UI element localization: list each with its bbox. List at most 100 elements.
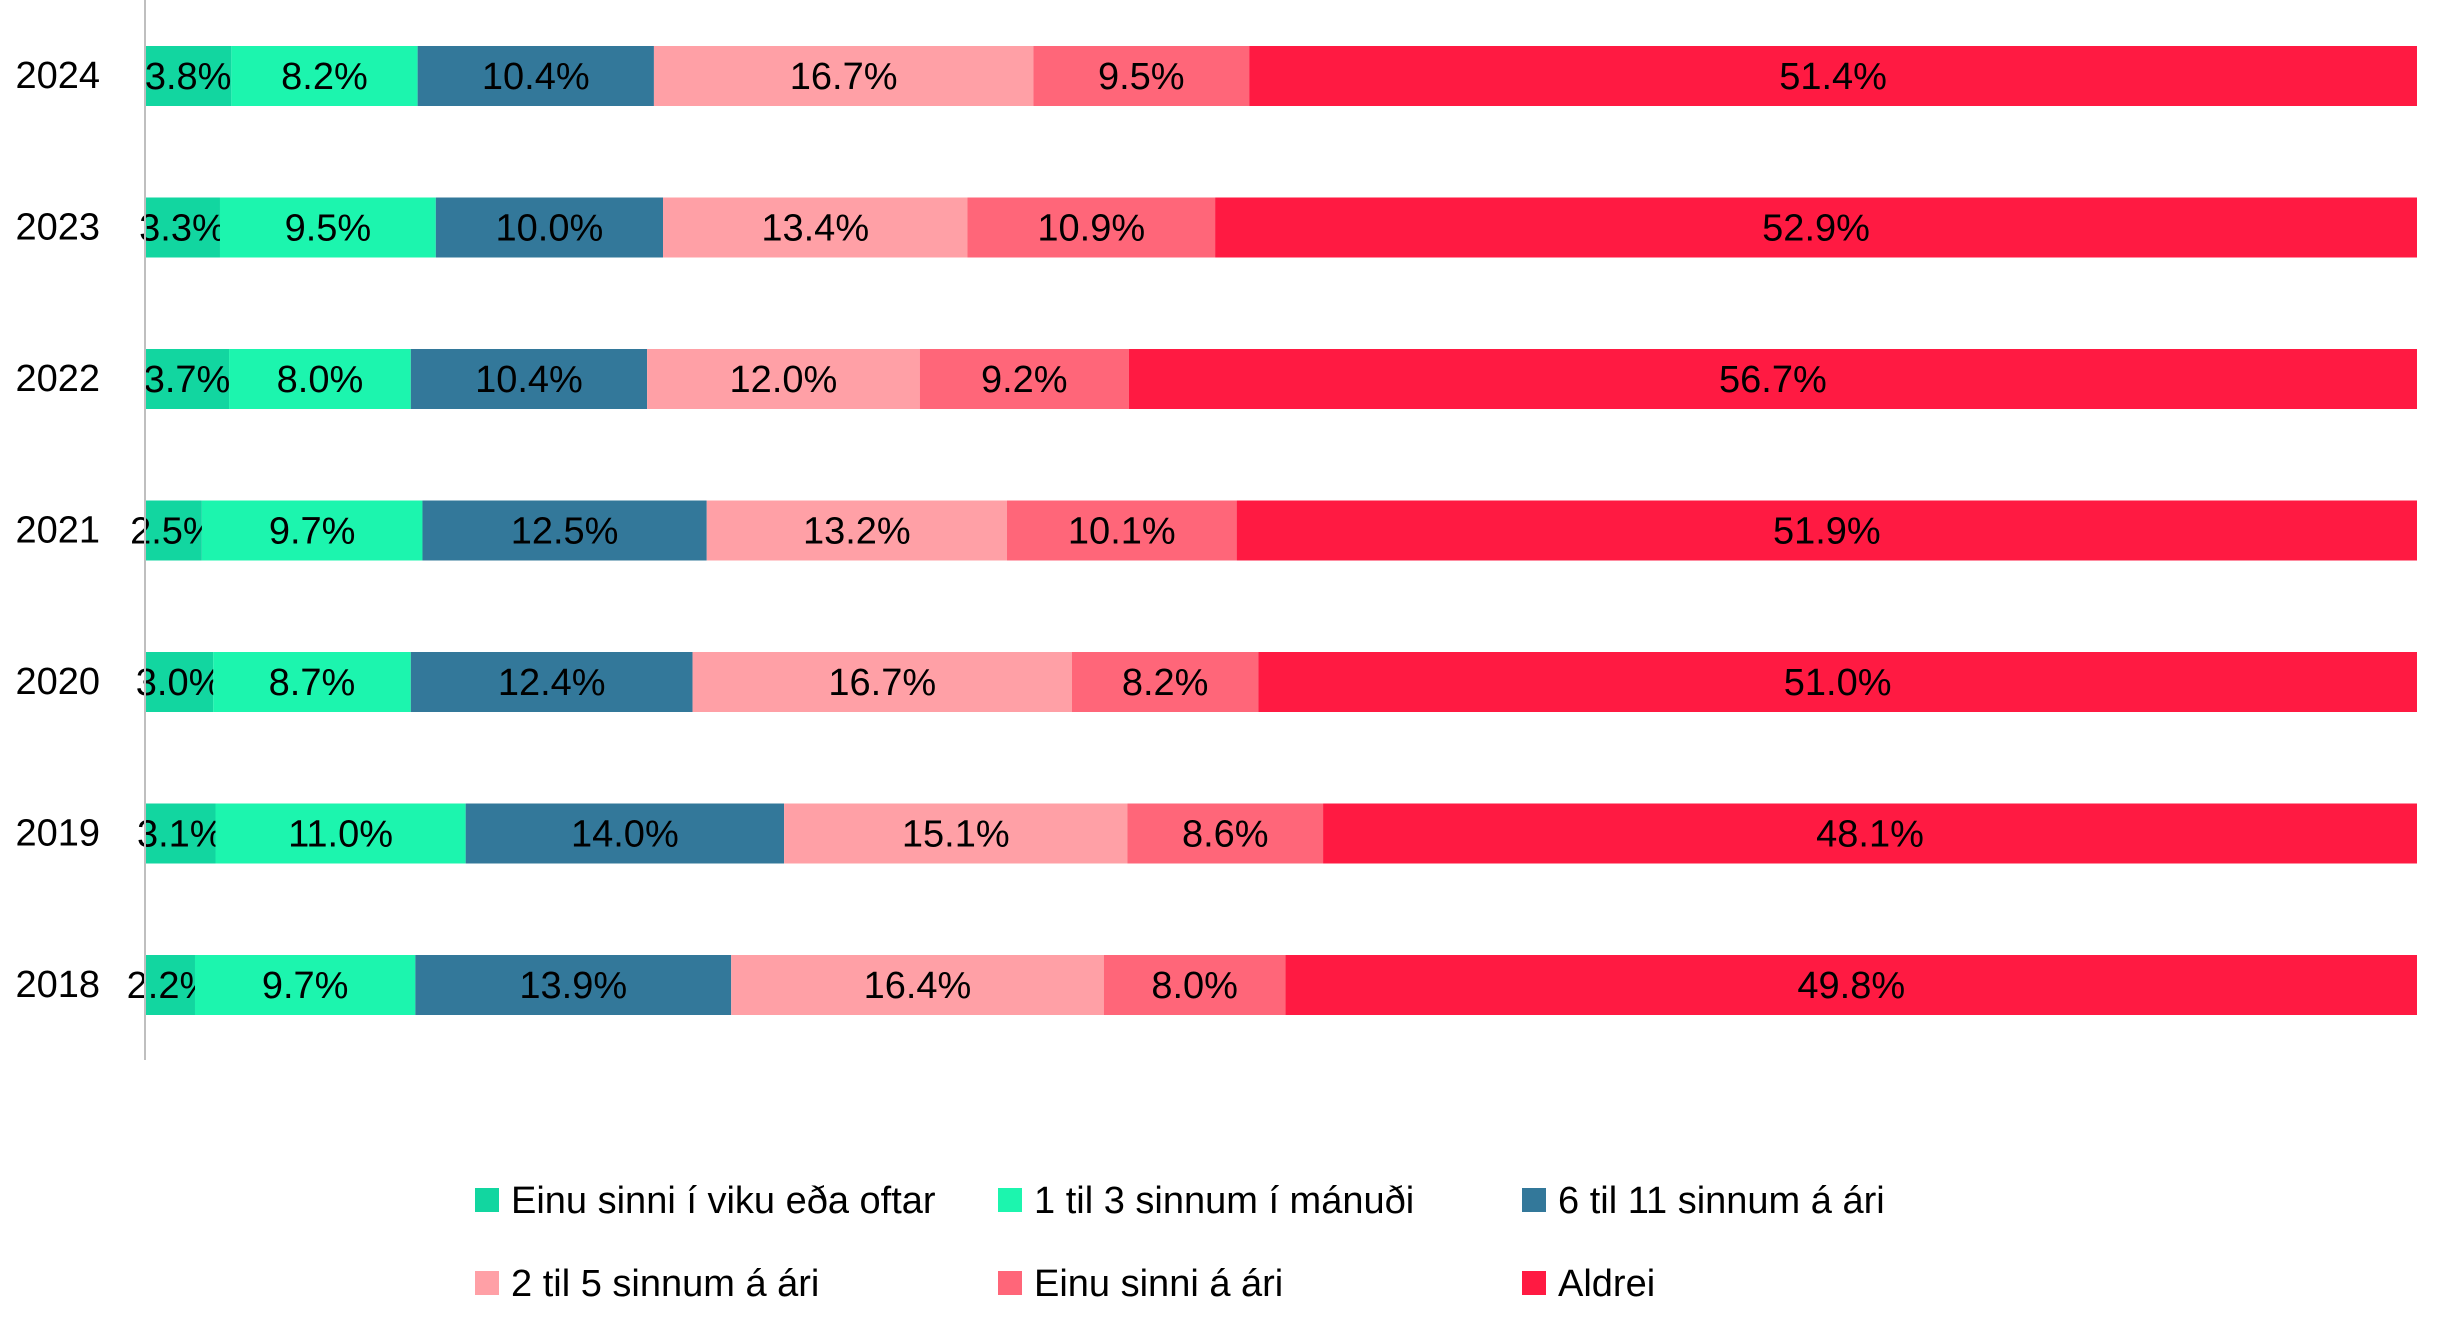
data-label-2021-3: 13.2% xyxy=(803,511,911,553)
bar-segment-2019-4 xyxy=(1127,803,1324,864)
data-label-2023-5: 52.9% xyxy=(1762,208,1870,250)
bar-segment-2021-4 xyxy=(1006,500,1237,561)
bar-segment-2020-4 xyxy=(1071,652,1259,712)
bar-segment-2020-5 xyxy=(1258,652,2417,712)
bar-segment-2020-2 xyxy=(410,652,693,712)
category-label-2024: 2024 xyxy=(15,55,100,97)
data-label-2021-4: 10.1% xyxy=(1068,511,1176,553)
bar-segment-2023-4 xyxy=(967,197,1216,258)
data-label-2022-2: 10.4% xyxy=(475,359,583,401)
legend-label-1: 1 til 3 sinnum í mánuði xyxy=(1034,1180,1414,1222)
bar-segment-2019-3 xyxy=(784,803,1128,864)
bar-segment-2024-4 xyxy=(1033,46,1250,106)
bar-segment-2018-2 xyxy=(415,955,732,1015)
legend-swatch-1 xyxy=(998,1188,1022,1212)
data-label-2018-3: 16.4% xyxy=(864,965,972,1007)
data-label-2019-4: 8.6% xyxy=(1182,814,1269,856)
data-label-2020-3: 16.7% xyxy=(828,662,936,704)
bar-segment-2023-5 xyxy=(1215,197,2417,258)
legend-swatch-2 xyxy=(1522,1188,1546,1212)
bar-segment-2018-1 xyxy=(194,955,416,1015)
bar-segment-2019-5 xyxy=(1323,803,2417,864)
bar-segment-2018-4 xyxy=(1103,955,1286,1015)
legend-label-3: 2 til 5 sinnum á ári xyxy=(511,1263,819,1305)
bar-segment-2022-2 xyxy=(410,349,648,409)
bar-segment-2020-0 xyxy=(145,652,214,712)
data-label-2023-4: 10.9% xyxy=(1037,208,1145,250)
bar-segment-2023-3 xyxy=(663,197,968,258)
bar-segment-2023-1 xyxy=(219,197,436,258)
bar-segment-2018-3 xyxy=(731,955,1104,1015)
data-label-2023-3: 13.4% xyxy=(761,208,869,250)
legend-label-2: 6 til 11 sinnum á ári xyxy=(1558,1180,1885,1222)
bar-segment-2024-2 xyxy=(417,46,654,106)
bar-segment-2023-2 xyxy=(435,197,664,258)
data-label-2021-2: 12.5% xyxy=(511,511,619,553)
bar-segment-2021-0 xyxy=(145,500,202,561)
bar-segment-2019-1 xyxy=(215,803,466,864)
data-label-2023-0: 3.3% xyxy=(139,208,226,250)
bar-segment-2018-5 xyxy=(1285,955,2417,1015)
bar-segment-2019-0 xyxy=(145,803,216,864)
data-label-2022-3: 12.0% xyxy=(730,359,838,401)
data-label-2018-2: 13.9% xyxy=(519,965,627,1007)
data-label-2019-1: 11.0% xyxy=(288,814,393,856)
legend: Einu sinni í viku eða oftar 1 til 3 sinnu… xyxy=(475,1180,1885,1305)
data-label-2024-5: 51.4% xyxy=(1779,56,1887,98)
data-label-2023-1: 9.5% xyxy=(285,208,372,250)
data-label-2024-4: 9.5% xyxy=(1098,56,1185,98)
bar-segment-2024-1 xyxy=(231,46,418,106)
data-label-2024-1: 8.2% xyxy=(281,56,368,98)
data-label-2019-5: 48.1% xyxy=(1816,814,1924,856)
data-label-2020-4: 8.2% xyxy=(1122,662,1209,704)
bar-segment-2018-0 xyxy=(145,955,195,1015)
bar-segment-2022-1 xyxy=(229,349,411,409)
bar-segment-2022-3 xyxy=(647,349,920,409)
data-label-2022-0: 3.7% xyxy=(144,359,231,401)
bar-segment-2020-3 xyxy=(692,652,1072,712)
category-label-2021: 2021 xyxy=(15,510,100,552)
data-label-2024-2: 10.4% xyxy=(482,56,590,98)
bar-segment-2022-4 xyxy=(919,349,1129,409)
bar-segment-2021-1 xyxy=(201,500,423,561)
legend-swatch-5 xyxy=(1522,1271,1546,1295)
bar-segment-2024-3 xyxy=(653,46,1034,106)
category-label-2020: 2020 xyxy=(15,661,100,703)
legend-label-4: Einu sinni á ári xyxy=(1034,1263,1283,1305)
data-label-2024-0: 3.8% xyxy=(145,56,232,98)
bar-segment-2021-3 xyxy=(706,500,1007,561)
bar-segment-2019-2 xyxy=(465,803,785,864)
legend-label-0: Einu sinni í viku eða oftar xyxy=(511,1180,936,1222)
legend-label-5: Aldrei xyxy=(1558,1263,1655,1305)
bar-segment-2020-1 xyxy=(213,652,411,712)
data-label-2019-0: 3.1% xyxy=(137,814,224,856)
bar-segment-2022-0 xyxy=(145,349,230,409)
category-label-2019: 2019 xyxy=(15,813,100,855)
data-label-2019-2: 14.0% xyxy=(571,814,679,856)
bar-segment-2024-5 xyxy=(1249,46,2417,106)
data-label-2019-3: 15.1% xyxy=(902,814,1010,856)
category-axis-labels: 2024 2023 2022 2021 2020 2019 2018 xyxy=(15,55,100,1006)
category-label-2022: 2022 xyxy=(15,358,100,400)
legend-swatch-3 xyxy=(475,1271,499,1295)
data-label-2021-5: 51.9% xyxy=(1773,511,1881,553)
data-label-2024-3: 16.7% xyxy=(790,56,898,98)
data-label-2018-5: 49.8% xyxy=(1797,965,1905,1007)
data-label-2022-1: 8.0% xyxy=(277,359,364,401)
bar-segment-2024-0 xyxy=(145,46,232,106)
legend-swatch-4 xyxy=(998,1271,1022,1295)
category-label-2023: 2023 xyxy=(15,207,100,249)
bar-segment-2021-5 xyxy=(1236,500,2417,561)
data-label-2022-4: 9.2% xyxy=(981,359,1068,401)
data-label-2021-1: 9.7% xyxy=(269,511,356,553)
data-label-2020-1: 8.7% xyxy=(269,662,356,704)
data-label-2020-0: 3.0% xyxy=(136,662,223,704)
data-label-2018-1: 9.7% xyxy=(262,965,349,1007)
bars-group: 3.8% 8.2% 10.4% 16.7% 9.5% 51.4% 3.3% 9.5% 10.0%… xyxy=(127,46,2417,1015)
category-label-2018: 2018 xyxy=(15,964,100,1006)
data-label-2022-5: 56.7% xyxy=(1719,359,1827,401)
data-label-2020-5: 51.0% xyxy=(1784,662,1892,704)
data-label-2018-4: 8.0% xyxy=(1151,965,1238,1007)
bar-segment-2021-2 xyxy=(422,500,707,561)
